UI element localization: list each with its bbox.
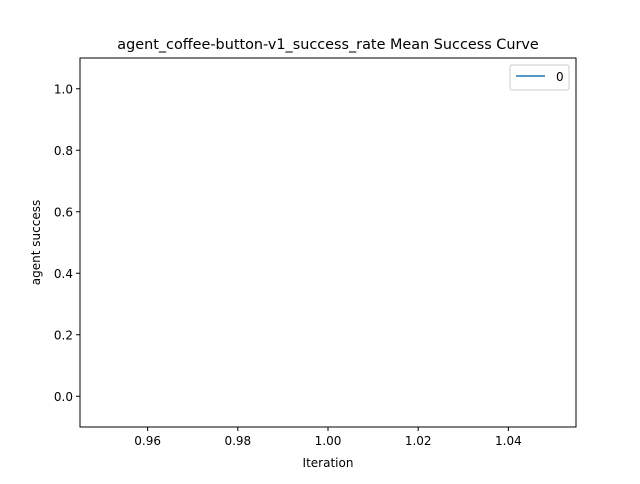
legend-label-series-0: 0 — [556, 70, 564, 84]
chart-title: agent_coffee-button-v1_success_rate Mean… — [117, 37, 539, 53]
x-axis-ticks: 0.96 0.98 1.00 1.02 1.04 — [134, 427, 522, 448]
legend-box — [509, 64, 570, 91]
x-axis-label: Iteration — [303, 456, 354, 470]
legend: 0 — [509, 64, 570, 91]
y-tick-label: 0.8 — [54, 144, 73, 158]
x-tick-label: 0.96 — [134, 434, 161, 448]
y-tick-label: 0.2 — [54, 328, 73, 342]
y-tick-label: 1.0 — [54, 82, 73, 96]
y-axis-label: agent success — [29, 200, 43, 285]
y-tick-label: 0.0 — [54, 390, 73, 404]
y-tick-label: 0.6 — [54, 205, 73, 219]
x-tick-label: 1.04 — [495, 434, 522, 448]
x-tick-label: 0.98 — [224, 434, 251, 448]
x-tick-label: 1.02 — [405, 434, 432, 448]
y-tick-label: 0.4 — [54, 267, 73, 281]
y-axis-ticks: 0.0 0.2 0.4 0.6 0.8 1.0 — [54, 82, 80, 404]
plot-area — [79, 57, 577, 428]
x-tick-label: 1.00 — [315, 434, 342, 448]
